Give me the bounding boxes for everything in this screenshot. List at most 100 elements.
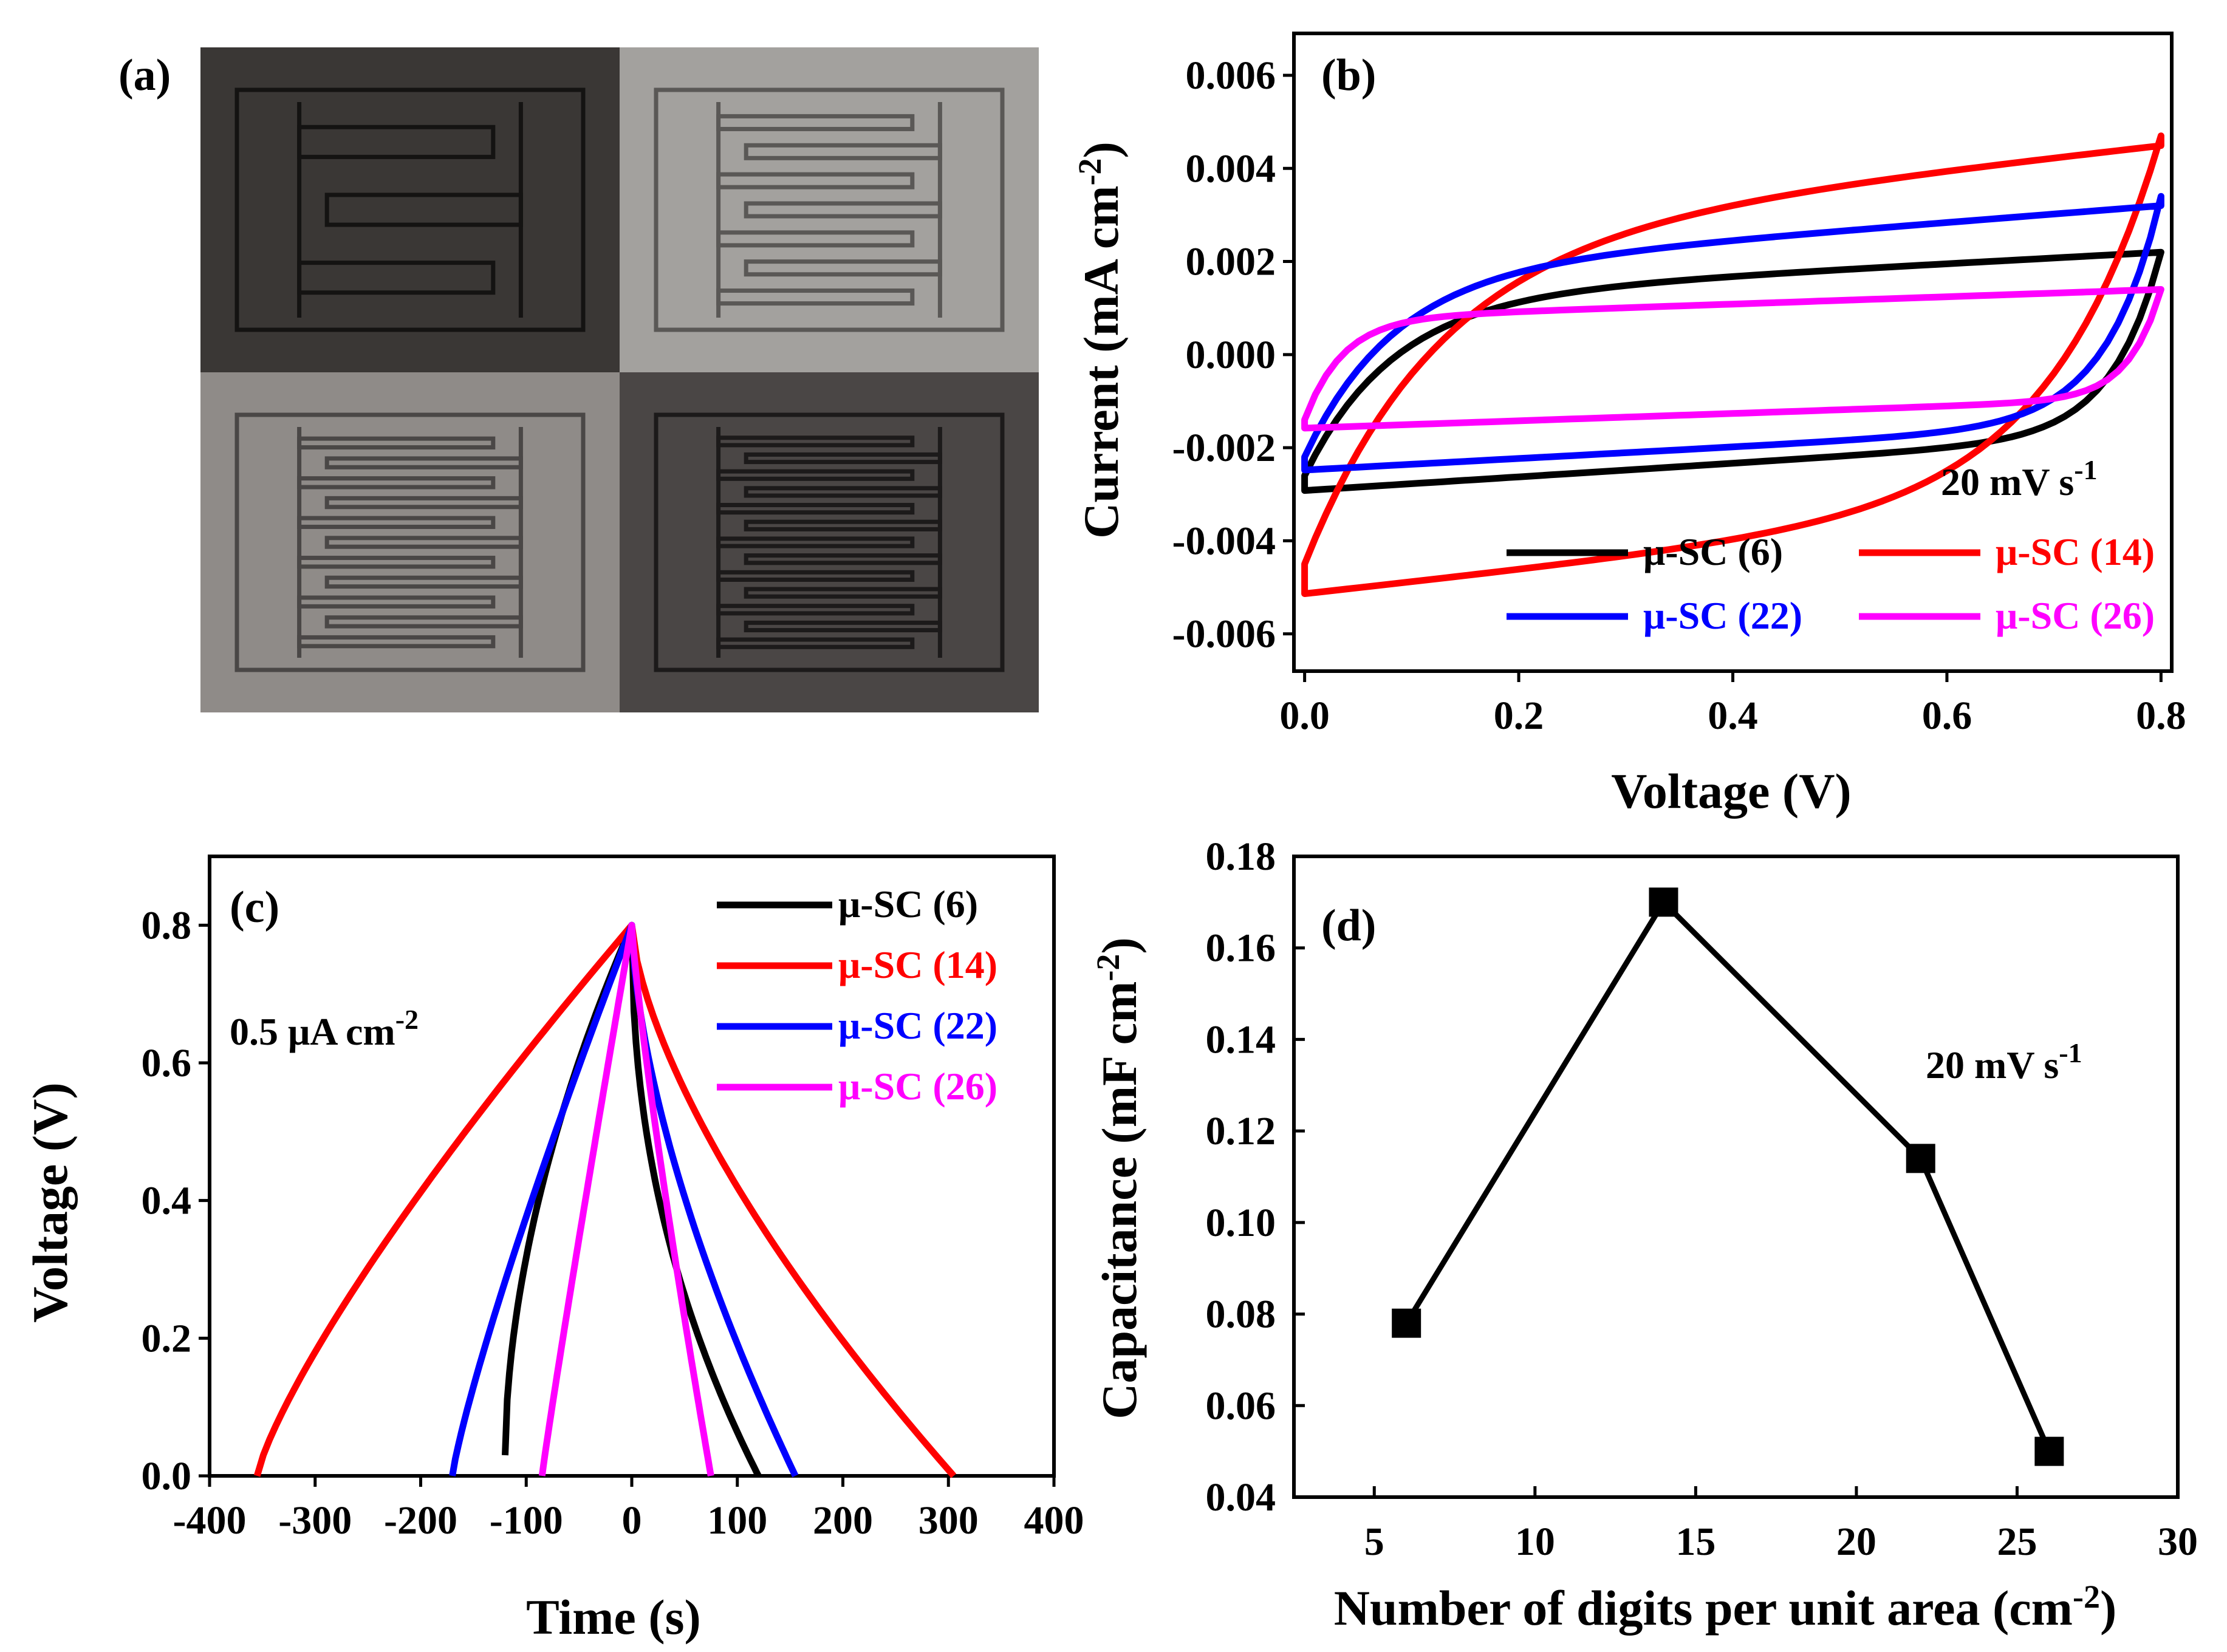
- y-tick-label: 0.0: [142, 1454, 192, 1498]
- legend-label: μ-SC (6): [1643, 530, 1783, 573]
- x-tick-label: 300: [919, 1498, 979, 1543]
- device-outline: [654, 87, 1005, 332]
- photo-1: [200, 47, 620, 372]
- data-point: [2034, 1436, 2064, 1466]
- y-tick-label: 0.14: [1206, 1017, 1276, 1062]
- panel-a-label: (a): [118, 50, 171, 100]
- gcd-curve: [502, 921, 762, 1478]
- y-tick-label: 0.004: [1186, 146, 1276, 191]
- y-tick-label: -0.006: [1172, 612, 1276, 657]
- panel-d-scan-rate: 20 mV s-1: [1926, 1037, 2082, 1087]
- y-tick-label: 0.04: [1206, 1475, 1276, 1520]
- cv-curve: [1301, 193, 2164, 474]
- plot-frame: [1292, 32, 2174, 673]
- x-tick-label: 0.4: [1708, 694, 1758, 738]
- panel-c-xlabel: Time (s): [526, 1589, 701, 1645]
- panel-c: -400 -300 -200 -100 0 100 200 300 400 0.0 0.2 0.4 0.…: [22, 855, 1084, 1645]
- x-tick-label: -200: [384, 1498, 457, 1543]
- device-outline: [234, 87, 586, 332]
- panel-d-xlabel: Number of digits per unit area (cm-2): [1334, 1579, 2117, 1636]
- gcd-curve: [538, 921, 714, 1476]
- panel-b-scan-rate: 20 mV s-1: [1941, 454, 2098, 503]
- y-tick-label: 0.16: [1206, 926, 1276, 971]
- x-tick-label: -300: [278, 1498, 352, 1543]
- photo-background: [200, 47, 620, 372]
- panel-c-plot: -400 -300 -200 -100 0 100 200 300 400 0.0 0.2 0.4 0.…: [142, 855, 1084, 1543]
- y-tick-label: 0.10: [1206, 1201, 1276, 1245]
- legend-label: μ-SC (22): [838, 1004, 997, 1047]
- x-tick-label: 5: [1364, 1520, 1384, 1564]
- data-point: [1906, 1144, 1935, 1173]
- photo-3: [200, 372, 620, 712]
- y-tick-label: 0.8: [142, 903, 192, 947]
- panel-d-plot: 5 10 15 20 25 30 0.04 0.06 0.08 0.10 0.12 0.14 0.16 0…: [1206, 835, 2198, 1564]
- data-point: [1649, 887, 1678, 917]
- cv-curve: [1301, 286, 2164, 432]
- y-tick-label: 0.06: [1206, 1384, 1276, 1428]
- capacitance-line: [1404, 898, 2052, 1453]
- panel-c-ylabel: Voltage (V): [22, 1082, 78, 1323]
- x-tick-label: 20: [1836, 1520, 1876, 1564]
- device-outline: [234, 412, 586, 672]
- electrode-pattern: [234, 412, 586, 672]
- device-outline: [654, 412, 1005, 672]
- legend-label: μ-SC (14): [838, 943, 997, 986]
- panel-b-label: (b): [1321, 50, 1376, 100]
- panel-d-label: (d): [1321, 901, 1376, 951]
- legend-label: μ-SC (6): [838, 882, 978, 926]
- x-tick-label: 0.6: [1922, 694, 1972, 738]
- electrode-pattern: [654, 87, 1005, 332]
- x-tick-label: 30: [2158, 1520, 2198, 1564]
- x-tick-label: 200: [813, 1498, 873, 1543]
- x-tick-label: 15: [1675, 1520, 1716, 1564]
- y-tick-label: 0.2: [142, 1316, 192, 1360]
- panel-c-label: (c): [230, 882, 279, 932]
- panel-b-legend: μ-SC (6) μ-SC (14) μ-SC (22) μ-SC (26): [1507, 530, 2155, 637]
- x-tick-label: 25: [1997, 1520, 2037, 1564]
- y-tick-label: 0.006: [1186, 53, 1276, 98]
- panel-b-xlabel: Voltage (V): [1611, 763, 1852, 819]
- panel-b: 0.0 0.2 0.4 0.6 0.8 -0.006 -0.004 -0.002 0.000 0.…: [1072, 32, 2186, 819]
- panel-c-current-density: 0.5 μA cm-2: [230, 1004, 419, 1053]
- panel-b-plot: 0.0 0.2 0.4 0.6 0.8 -0.006 -0.004 -0.002 0.000 0.…: [1172, 32, 2186, 738]
- data-point: [1392, 1308, 1421, 1338]
- photo-background: [620, 372, 1039, 712]
- y-tick-label: -0.004: [1172, 519, 1276, 563]
- x-tick-label: -400: [173, 1498, 247, 1543]
- legend-label: μ-SC (22): [1643, 594, 1802, 637]
- y-tick-label: 0.4: [142, 1179, 192, 1223]
- y-tick-label: 0.18: [1206, 835, 1276, 879]
- plot-frame: [1292, 855, 2180, 1499]
- y-tick-label: 0.12: [1206, 1109, 1276, 1153]
- y-tick-label: 0.002: [1186, 240, 1276, 284]
- x-tick-label: 0: [622, 1498, 642, 1543]
- x-tick-label: 0.2: [1494, 694, 1544, 738]
- photo-background: [200, 372, 620, 712]
- photo-grid: [200, 47, 1039, 712]
- panel-d: 5 10 15 20 25 30 0.04 0.06 0.08 0.10 0.12 0.14 0.16 0…: [1090, 835, 2198, 1636]
- x-tick-label: 0.0: [1279, 694, 1330, 738]
- electrode-pattern: [234, 87, 586, 332]
- legend-label: μ-SC (26): [1996, 594, 2155, 637]
- legend-label: μ-SC (26): [838, 1065, 997, 1108]
- panel-a: (a): [118, 47, 1039, 712]
- panel-c-legend: μ-SC (6) μ-SC (14) μ-SC (22) μ-SC (26): [717, 882, 997, 1108]
- electrode-pattern: [654, 412, 1005, 672]
- x-tick-label: 400: [1024, 1498, 1084, 1543]
- x-tick-label: 0.8: [2136, 694, 2186, 738]
- y-tick-label: 0.000: [1186, 333, 1276, 377]
- photo-background: [620, 47, 1039, 372]
- photo-2: [620, 47, 1039, 372]
- legend-label: μ-SC (14): [1996, 530, 2155, 573]
- y-tick-label: 0.08: [1206, 1292, 1276, 1337]
- panel-d-ylabel: Capacitance (mF cm-2): [1090, 937, 1147, 1419]
- y-tick-label: -0.002: [1172, 426, 1276, 470]
- x-tick-label: -100: [490, 1498, 563, 1543]
- y-tick-label: 0.6: [142, 1041, 192, 1085]
- photo-4: [620, 372, 1039, 712]
- panel-b-ylabel: Current (mA cm-2): [1072, 142, 1129, 539]
- x-tick-label: 10: [1515, 1520, 1555, 1564]
- cv-curve: [1301, 132, 2164, 597]
- cv-curve: [1301, 248, 2164, 494]
